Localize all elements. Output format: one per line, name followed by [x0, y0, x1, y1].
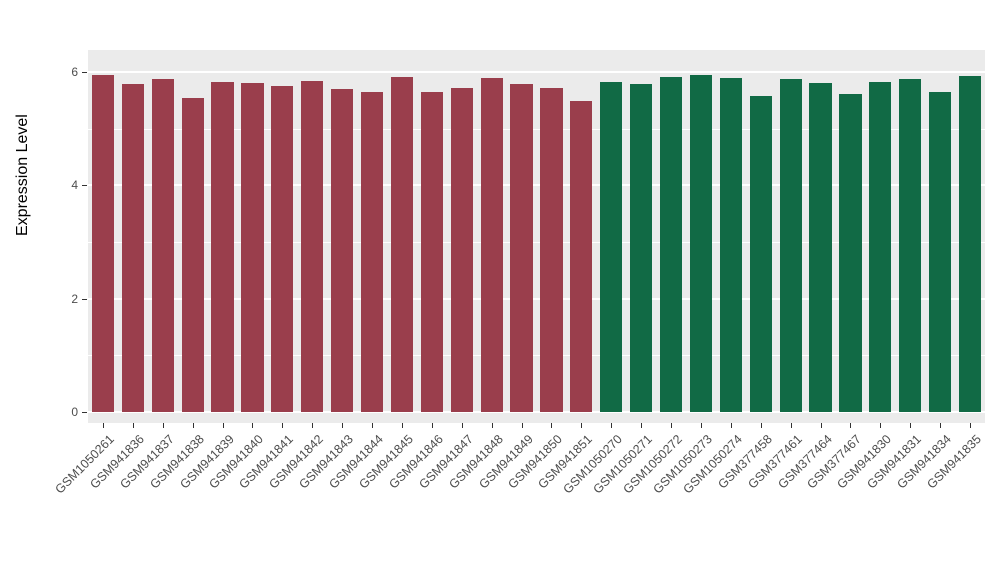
- y-tick-label: 2: [71, 291, 78, 306]
- bar-GSM377461: [779, 78, 802, 412]
- bar-GSM1050270: [600, 81, 623, 412]
- bar-GSM941840: [241, 83, 264, 412]
- x-tick-mark: [581, 423, 583, 428]
- x-tick-mark: [282, 423, 284, 428]
- plot-panel: [88, 50, 985, 423]
- x-tick-mark: [461, 423, 463, 428]
- x-tick-mark: [222, 423, 224, 428]
- bar-GSM941836: [121, 84, 144, 412]
- gridline-minor: [88, 355, 985, 357]
- y-tick-label: 4: [71, 178, 78, 193]
- bar-GSM941842: [301, 80, 324, 412]
- gridline-minor: [88, 128, 985, 130]
- bar-GSM941843: [331, 89, 354, 412]
- bar-GSM1050271: [630, 84, 653, 412]
- x-tick-mark: [671, 423, 673, 428]
- gridline-major: [88, 71, 985, 73]
- x-tick-mark: [192, 423, 194, 428]
- y-tick-label: 0: [71, 405, 78, 419]
- bar-GSM941844: [360, 91, 384, 412]
- x-tick-mark: [850, 423, 852, 428]
- x-tick-mark: [342, 423, 344, 428]
- bar-GSM941845: [390, 76, 413, 412]
- bar-GSM377458: [749, 96, 772, 412]
- bar-GSM377464: [809, 83, 832, 412]
- x-tick-mark: [910, 423, 912, 428]
- bar-GSM1050272: [659, 76, 683, 412]
- bar-GSM941841: [271, 86, 294, 412]
- gridline-minor: [88, 242, 985, 243]
- x-tick-mark: [880, 423, 882, 428]
- y-tick-mark: [82, 412, 87, 413]
- bar-GSM1050274: [719, 77, 742, 412]
- x-tick-mark: [551, 423, 553, 428]
- bar-GSM1050261: [91, 74, 114, 412]
- y-tick-mark: [82, 185, 87, 187]
- bar-GSM377467: [839, 93, 862, 412]
- x-tick-mark: [132, 423, 134, 428]
- x-tick-mark: [820, 423, 822, 428]
- x-tick-mark: [970, 423, 972, 428]
- bar-GSM941834: [929, 91, 952, 412]
- x-tick-mark: [372, 423, 374, 428]
- bar-GSM941830: [869, 81, 892, 412]
- x-tick-mark: [641, 423, 643, 428]
- gridline-major: [88, 184, 985, 187]
- bar-GSM941848: [480, 77, 503, 412]
- bar-GSM941838: [181, 97, 204, 412]
- bar-GSM941837: [151, 78, 174, 412]
- y-tick-label: 6: [71, 65, 78, 79]
- x-tick-mark: [790, 423, 792, 428]
- gridline-major: [88, 411, 985, 413]
- x-tick-mark: [401, 423, 403, 428]
- bar-GSM941839: [211, 81, 234, 412]
- x-tick-mark: [700, 423, 702, 428]
- x-tick-mark: [760, 423, 762, 428]
- gridline-major: [88, 297, 985, 300]
- bar-GSM941846: [420, 91, 443, 412]
- x-tick-mark: [312, 423, 314, 428]
- x-tick-mark: [431, 423, 433, 428]
- bar-GSM941851: [570, 101, 593, 412]
- x-tick-mark: [252, 423, 254, 428]
- x-tick-mark: [102, 423, 104, 428]
- bar-GSM941835: [958, 75, 982, 412]
- bar-GSM941849: [510, 84, 533, 412]
- y-tick-mark: [82, 72, 87, 73]
- bar-GSM941850: [540, 87, 563, 412]
- y-axis-title: Expression Level: [14, 114, 31, 236]
- x-tick-mark: [730, 423, 732, 428]
- bar-GSM1050273: [689, 74, 712, 412]
- x-tick-mark: [521, 423, 523, 428]
- x-tick-mark: [162, 423, 164, 428]
- y-tick-mark: [82, 298, 87, 300]
- bar-GSM941831: [899, 78, 922, 412]
- x-tick-mark: [491, 423, 493, 428]
- x-tick-mark: [611, 423, 613, 428]
- x-tick-mark: [940, 423, 942, 428]
- bar-GSM941847: [450, 87, 473, 412]
